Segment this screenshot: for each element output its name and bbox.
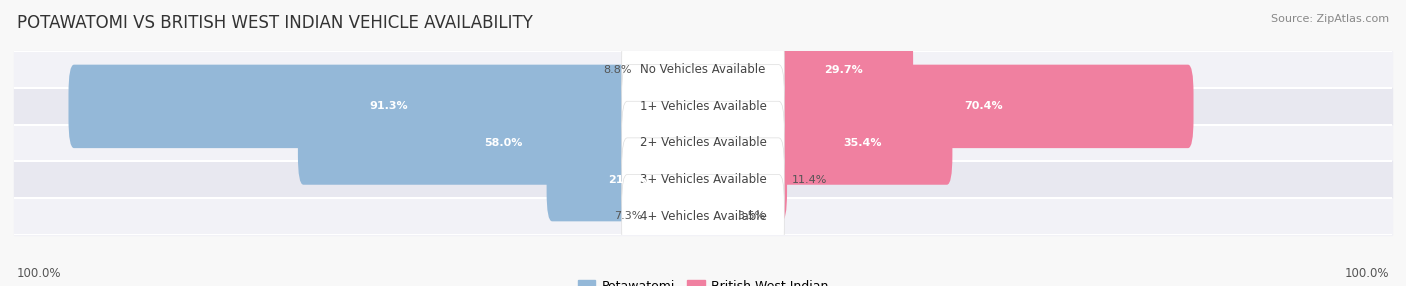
Text: 35.4%: 35.4% (844, 138, 882, 148)
Bar (14, 125, 1392, 161)
Text: 2+ Vehicles Available: 2+ Vehicles Available (640, 136, 766, 150)
FancyBboxPatch shape (621, 28, 785, 112)
FancyBboxPatch shape (697, 174, 733, 258)
Bar (14, 161, 1392, 198)
FancyBboxPatch shape (621, 65, 785, 148)
Text: 4+ Vehicles Available: 4+ Vehicles Available (640, 210, 766, 223)
FancyBboxPatch shape (697, 138, 787, 221)
Text: Source: ZipAtlas.com: Source: ZipAtlas.com (1271, 14, 1389, 24)
Text: 58.0%: 58.0% (484, 138, 523, 148)
Text: 3+ Vehicles Available: 3+ Vehicles Available (640, 173, 766, 186)
Text: 8.8%: 8.8% (603, 65, 633, 75)
FancyBboxPatch shape (621, 101, 785, 185)
FancyBboxPatch shape (697, 65, 1194, 148)
Text: 21.9%: 21.9% (609, 175, 647, 184)
FancyBboxPatch shape (697, 101, 952, 185)
FancyBboxPatch shape (69, 65, 709, 148)
Text: 1+ Vehicles Available: 1+ Vehicles Available (640, 100, 766, 113)
FancyBboxPatch shape (621, 138, 785, 221)
FancyBboxPatch shape (697, 28, 912, 112)
Text: 70.4%: 70.4% (965, 102, 1002, 111)
FancyBboxPatch shape (298, 101, 709, 185)
Bar (14, 88, 1392, 125)
Legend: Potawatomi, British West Indian: Potawatomi, British West Indian (572, 275, 834, 286)
Text: 11.4%: 11.4% (792, 175, 827, 184)
Text: No Vehicles Available: No Vehicles Available (640, 63, 766, 76)
Text: 100.0%: 100.0% (17, 267, 62, 280)
Text: POTAWATOMI VS BRITISH WEST INDIAN VEHICLE AVAILABILITY: POTAWATOMI VS BRITISH WEST INDIAN VEHICL… (17, 14, 533, 32)
Text: 100.0%: 100.0% (1344, 267, 1389, 280)
Bar (14, 51, 1392, 88)
Text: 7.3%: 7.3% (614, 211, 643, 221)
FancyBboxPatch shape (547, 138, 709, 221)
Text: 91.3%: 91.3% (370, 102, 408, 111)
Text: 3.5%: 3.5% (738, 211, 766, 221)
FancyBboxPatch shape (621, 174, 785, 258)
FancyBboxPatch shape (647, 174, 709, 258)
FancyBboxPatch shape (637, 28, 709, 112)
Text: 29.7%: 29.7% (824, 65, 862, 75)
Bar (14, 198, 1392, 235)
